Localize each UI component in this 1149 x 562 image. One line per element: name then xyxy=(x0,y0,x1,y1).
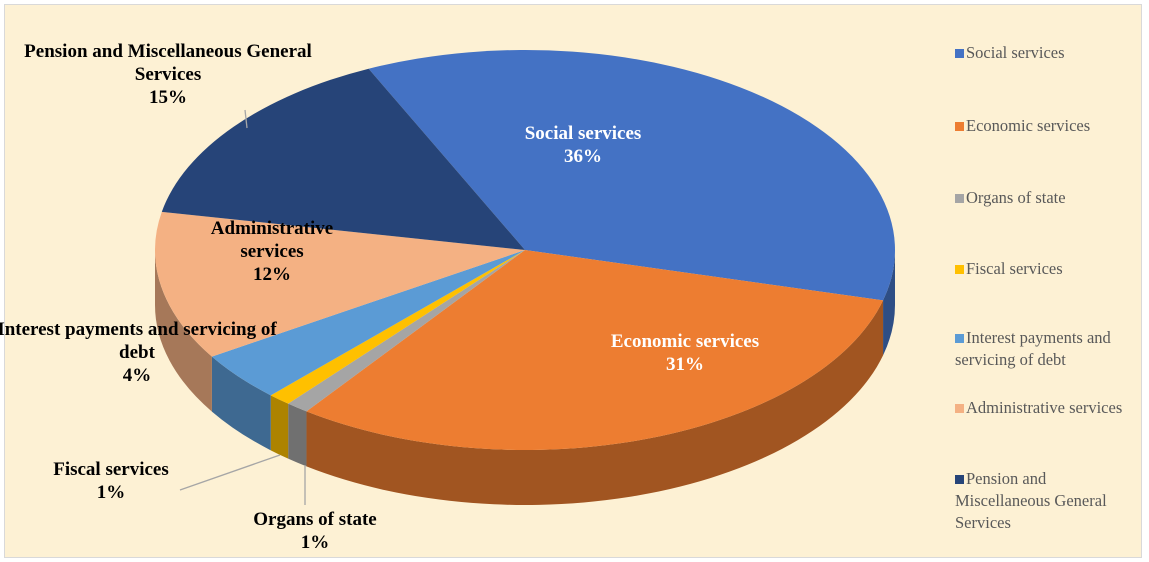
legend-item: Administrative services xyxy=(955,397,1140,419)
slice-side xyxy=(883,250,895,356)
legend-label: Interest payments and servicing of debt xyxy=(955,328,1111,369)
leader-line xyxy=(179,454,281,491)
data-label: Pension and Miscellaneous General Servic… xyxy=(8,40,328,109)
data-label-name: Organs of state xyxy=(253,509,377,530)
legend-swatch xyxy=(955,122,964,131)
legend-swatch xyxy=(955,265,964,274)
slice xyxy=(211,250,526,396)
data-label-value: 12% xyxy=(253,264,291,285)
legend-label: Administrative services xyxy=(966,398,1123,417)
data-label-value: 36% xyxy=(564,146,602,167)
data-label-name: Interest payments and servicing of debt xyxy=(0,319,277,363)
data-label-name: Pension and Miscellaneous General Servic… xyxy=(24,41,312,85)
legend-swatch xyxy=(955,334,964,343)
slice-side xyxy=(155,250,212,412)
legend-swatch xyxy=(955,475,964,484)
slice xyxy=(270,250,525,404)
slice xyxy=(368,49,896,301)
legend-label: Pension and Miscellaneous General Servic… xyxy=(955,469,1107,532)
legend-swatch xyxy=(955,49,964,58)
data-label-value: 1% xyxy=(300,532,330,553)
legend-label: Fiscal services xyxy=(966,259,1063,278)
legend-label: Economic services xyxy=(966,116,1091,135)
data-label-name: Administrative services xyxy=(210,218,334,262)
slice-side xyxy=(270,395,289,459)
data-label-value: 15% xyxy=(149,87,187,108)
data-label: Administrative services 12% xyxy=(177,217,367,286)
legend-label: Organs of state xyxy=(966,188,1066,207)
legend-item: Economic services xyxy=(955,115,1140,137)
legend-item: Organs of state xyxy=(955,187,1140,209)
legend-label: Social services xyxy=(966,43,1065,62)
slice xyxy=(155,211,526,357)
data-label: Fiscal services 1% xyxy=(11,458,211,504)
leader-line xyxy=(244,109,248,129)
legend-item: Social services xyxy=(955,42,1140,64)
data-label-value: 1% xyxy=(96,482,126,503)
data-label: Interest payments and servicing of debt 4… xyxy=(0,318,277,387)
legend-item: Interest payments and servicing of debt xyxy=(955,327,1140,371)
slice-side xyxy=(306,300,884,506)
data-label-name: Fiscal services xyxy=(53,459,169,480)
legend-item: Pension and Miscellaneous General Servic… xyxy=(955,468,1140,534)
data-label: Economic services 31% xyxy=(565,330,805,376)
data-label-value: 4% xyxy=(122,365,152,386)
slice-side xyxy=(211,356,271,451)
legend-swatch xyxy=(955,404,964,413)
slice-side xyxy=(288,403,307,467)
data-label-name: Economic services xyxy=(610,331,760,352)
slice xyxy=(288,250,525,412)
data-label: Social services 36% xyxy=(463,122,703,168)
legend-swatch xyxy=(955,194,964,203)
slice xyxy=(306,250,884,450)
legend-item: Fiscal services xyxy=(955,258,1140,280)
slice xyxy=(161,68,525,251)
data-label-name: Social services xyxy=(524,123,642,144)
data-label-value: 31% xyxy=(666,354,704,375)
data-label: Organs of state 1% xyxy=(205,508,425,554)
